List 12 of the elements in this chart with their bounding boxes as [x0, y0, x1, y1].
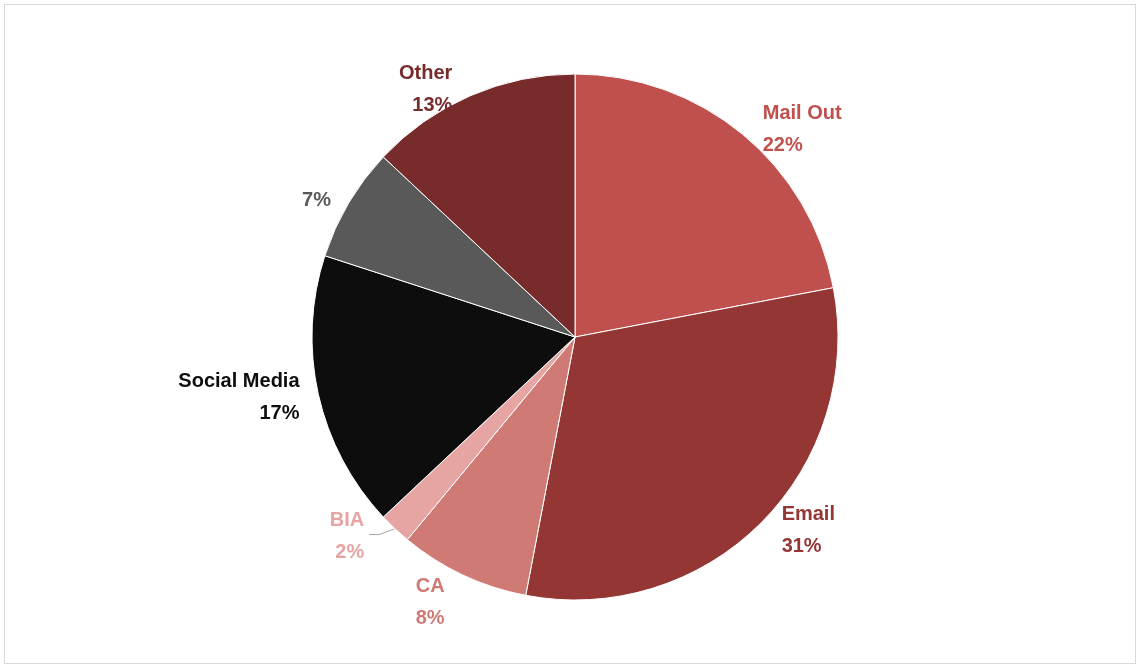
- data-label: 8%: [415, 605, 445, 628]
- data-label: 2%: [335, 539, 365, 562]
- data-label: 31%: [781, 533, 822, 556]
- slice-label: Email: [781, 501, 835, 524]
- slice-label: CA: [415, 573, 445, 596]
- data-label: 17%: [259, 401, 300, 424]
- slice-label: Mail Out: [762, 101, 842, 124]
- slice-label: Social Media: [178, 369, 301, 392]
- slice-label: BIA: [329, 507, 365, 530]
- slice-label: Other: [399, 61, 453, 84]
- data-label: 7%: [302, 188, 332, 211]
- data-label: 22%: [762, 133, 803, 156]
